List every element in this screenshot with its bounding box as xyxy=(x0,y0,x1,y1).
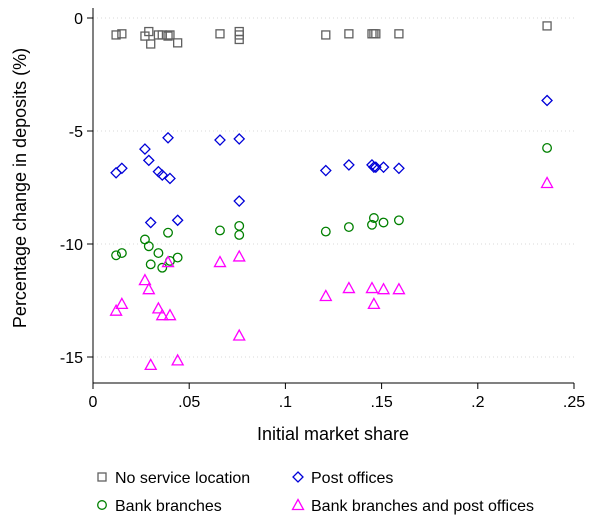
gridlines xyxy=(93,18,574,357)
x-tick-label: 0 xyxy=(89,394,98,411)
bank-branches-and-post-offices-point xyxy=(153,303,164,313)
legend-label: Post offices xyxy=(311,470,393,487)
x-axis-title: Initial market share xyxy=(257,424,409,444)
legend-label: Bank branches xyxy=(115,498,222,515)
x-tick-label: .15 xyxy=(370,394,392,411)
bank-branches-point xyxy=(154,249,163,258)
no-service-location-point xyxy=(216,30,224,38)
bank-branches-and-post-offices-point xyxy=(378,284,389,294)
bank-branches-point xyxy=(164,228,173,237)
post-offices-point xyxy=(173,215,183,225)
bank-branches-and-post-offices-point xyxy=(145,359,156,369)
x-tick-label: .05 xyxy=(178,394,200,411)
bank-branches-point xyxy=(235,222,244,231)
no-service-location-point xyxy=(147,40,155,48)
post-offices-point xyxy=(344,160,354,170)
post-offices-point xyxy=(234,134,244,144)
bank-branches-and-post-offices-point xyxy=(116,298,127,308)
bank-branches-point xyxy=(112,251,121,260)
post-offices-point xyxy=(146,218,156,228)
legend-item: Post offices xyxy=(293,470,393,487)
series-square xyxy=(112,22,551,48)
bank-branches-point xyxy=(395,216,404,225)
post-offices-point xyxy=(234,196,244,206)
no-service-location-point xyxy=(395,30,403,38)
bank-branches-and-post-offices-point xyxy=(234,330,245,340)
bank-branches-and-post-offices-point xyxy=(366,283,377,293)
bank-branches-and-post-offices-point xyxy=(542,177,553,187)
no-service-location-point xyxy=(543,22,551,30)
post-offices-point xyxy=(542,95,552,105)
bank-branches-point xyxy=(345,223,354,232)
bank-branches-point xyxy=(144,242,153,251)
no-service-location-point xyxy=(322,31,330,39)
legend-diamond-icon xyxy=(293,472,303,482)
post-offices-point xyxy=(117,163,127,173)
bank-branches-and-post-offices-point xyxy=(393,284,404,294)
bank-branches-and-post-offices-point xyxy=(234,251,245,261)
data-points xyxy=(111,22,553,370)
y-tick-label: -10 xyxy=(60,237,83,254)
no-service-location-point xyxy=(174,39,182,47)
no-service-location-point xyxy=(345,30,353,38)
bank-branches-point xyxy=(118,249,127,258)
bank-branches-and-post-offices-point xyxy=(172,355,183,365)
post-offices-point xyxy=(153,167,163,177)
bank-branches-and-post-offices-point xyxy=(164,310,175,320)
bank-branches-point xyxy=(146,260,155,269)
x-tick-label: .1 xyxy=(279,394,292,411)
y-tick-label: -15 xyxy=(60,350,83,367)
post-offices-point xyxy=(140,144,150,154)
y-axis-title: Percentage change in deposits (%) xyxy=(10,48,30,328)
y-tick-label: -5 xyxy=(69,124,83,141)
legend-triangle-icon xyxy=(293,500,304,510)
post-offices-point xyxy=(163,133,173,143)
bank-branches-and-post-offices-point xyxy=(343,283,354,293)
bank-branches-point xyxy=(543,144,552,153)
post-offices-point xyxy=(111,168,121,178)
bank-branches-point xyxy=(158,263,167,272)
bank-branches-and-post-offices-point xyxy=(368,298,379,308)
legend-circle-icon xyxy=(98,501,107,510)
y-tick-label: 0 xyxy=(74,11,83,28)
post-offices-point xyxy=(215,135,225,145)
legend-item: Bank branches and post offices xyxy=(293,498,534,515)
x-tick-label: .25 xyxy=(563,394,585,411)
bank-branches-point xyxy=(216,226,225,235)
series-circle xyxy=(112,144,552,272)
bank-branches-point xyxy=(379,218,388,227)
bank-branches-point xyxy=(322,227,331,236)
bank-branches-point xyxy=(235,231,244,240)
bank-branches-point xyxy=(173,253,182,262)
legend-item: No service location xyxy=(98,470,250,487)
legend-label: No service location xyxy=(115,470,250,487)
series-diamond xyxy=(111,95,552,227)
post-offices-point xyxy=(321,166,331,176)
post-offices-point xyxy=(144,155,154,165)
bank-branches-and-post-offices-point xyxy=(214,257,225,267)
bank-branches-and-post-offices-point xyxy=(320,290,331,300)
legend-label: Bank branches and post offices xyxy=(311,498,534,515)
series-triangle xyxy=(111,177,553,369)
x-tick-label: .2 xyxy=(471,394,484,411)
post-offices-point xyxy=(394,163,404,173)
axes: 0 -5 -10 -15 0 .05 .1 .15 .2 .25 xyxy=(60,8,585,411)
legend-item: Bank branches xyxy=(98,498,222,515)
bank-branches-and-post-offices-point xyxy=(111,305,122,315)
no-service-location-point xyxy=(370,30,378,38)
legend: No service location Post offices Bank bran… xyxy=(98,470,534,515)
legend-square-icon xyxy=(98,473,106,481)
